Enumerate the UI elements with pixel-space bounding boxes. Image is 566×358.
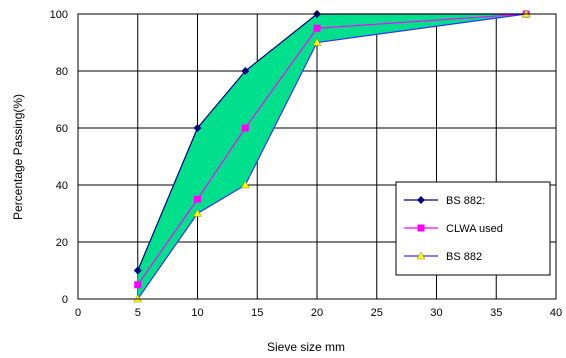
data-point <box>193 208 202 217</box>
legend-label: BS 882: <box>446 195 485 207</box>
data-point <box>417 196 425 204</box>
data-point <box>312 37 322 46</box>
x-tick-label: 35 <box>490 307 502 319</box>
data-point <box>416 251 426 260</box>
legend-label: CLWA used <box>446 223 503 235</box>
y-axis-label: Percentage Passing(%) <box>11 94 25 220</box>
tick-labels: 0 5 10 15 20 25 30 35 40 0 20 40 60 80 100 <box>50 9 562 319</box>
y-tick-label: 80 <box>56 66 68 78</box>
plot-border <box>77 13 557 300</box>
data-point <box>133 266 142 275</box>
x-tick-label: 0 <box>75 307 81 319</box>
data-point <box>240 180 250 189</box>
grading-envelope <box>137 14 527 299</box>
y-tick-label: 60 <box>56 123 68 135</box>
x-tick-label: 15 <box>251 307 263 319</box>
y-tick-label: 100 <box>50 9 68 21</box>
data-point <box>134 281 142 289</box>
x-tick-label: 25 <box>371 307 383 319</box>
y-tick-label: 40 <box>56 180 68 192</box>
x-tick-label: 30 <box>430 307 442 319</box>
data-point <box>241 67 250 75</box>
envelope-fill <box>137 14 527 299</box>
x-tick-label: 5 <box>135 307 141 319</box>
y-tick-label: 0 <box>62 294 68 306</box>
x-tick-label: 10 <box>191 307 203 319</box>
x-tick-label: 40 <box>550 307 562 319</box>
data-point <box>313 24 321 32</box>
plot-frame <box>77 13 557 300</box>
legend: BS 882: CLWA used BS 882 <box>395 181 551 276</box>
x-axis-label: Sieve size mm <box>267 340 345 354</box>
data-point <box>193 124 202 132</box>
legend-label: BS 882 <box>446 251 482 263</box>
data-point <box>417 224 425 232</box>
y-tick-label: 20 <box>56 237 68 249</box>
x-tick-label: 20 <box>311 307 323 319</box>
data-point <box>194 195 201 203</box>
data-point <box>241 124 249 132</box>
